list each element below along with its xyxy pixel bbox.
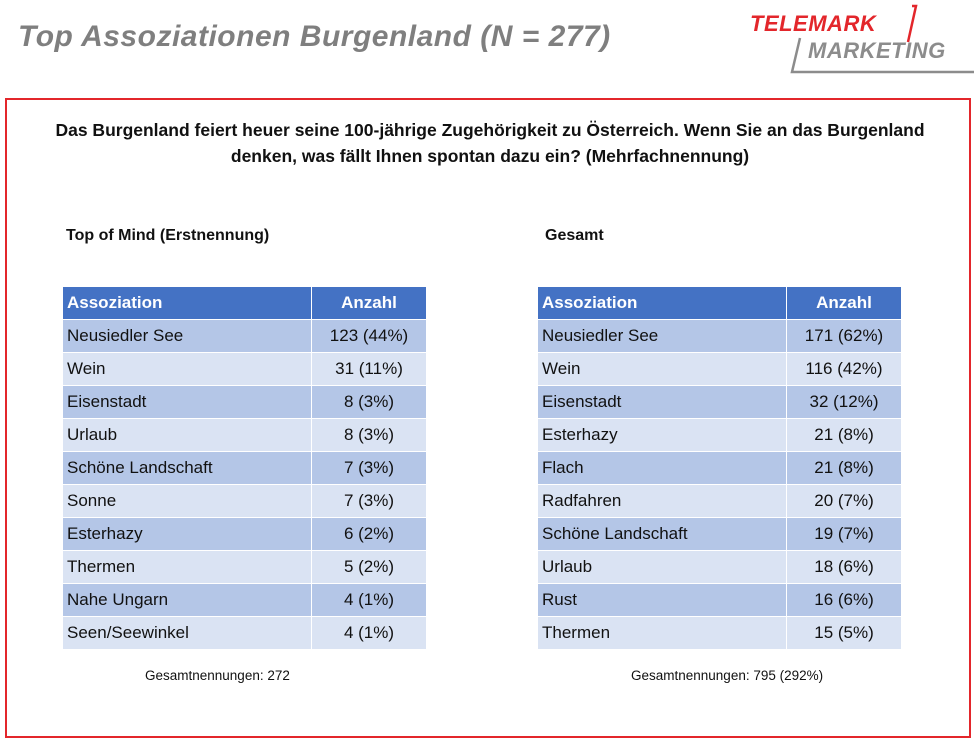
anzahl-cell: 8 (3%) <box>311 385 427 419</box>
anzahl-cell: 21 (8%) <box>786 451 902 485</box>
survey-question: Das Burgenland feiert heuer seine 100-jä… <box>55 120 925 166</box>
table-row: Rust 16 (6%) <box>537 583 902 617</box>
header-assoziation: Assoziation <box>62 286 312 320</box>
table-header-row: Assoziation Anzahl <box>62 286 427 320</box>
assoziation-cell: Seen/Seewinkel <box>62 616 312 650</box>
anzahl-cell: 15 (5%) <box>786 616 902 650</box>
anzahl-cell: 31 (11%) <box>311 352 427 386</box>
anzahl-cell: 6 (2%) <box>311 517 427 551</box>
assoziation-cell: Schöne Landschaft <box>62 451 312 485</box>
table-header-row: Assoziation Anzahl <box>537 286 902 320</box>
logo-text-marketing: MARKETING <box>808 38 946 63</box>
assoziation-cell: Wein <box>62 352 312 386</box>
assoziation-cell: Neusiedler See <box>537 319 787 353</box>
table-row: Schöne Landschaft 19 (7%) <box>537 517 902 551</box>
assoziation-cell: Thermen <box>537 616 787 650</box>
table-row: Thermen 15 (5%) <box>537 616 902 650</box>
gesamt-table: Assoziation Anzahl Neusiedler See 171 (62… <box>537 286 902 650</box>
left-section-label: Top of Mind (Erstnennung) <box>66 227 270 244</box>
assoziation-cell: Sonne <box>62 484 312 518</box>
table-row: Radfahren 20 (7%) <box>537 484 902 518</box>
anzahl-cell: 123 (44%) <box>311 319 427 353</box>
table-row: Wein 31 (11%) <box>62 352 427 386</box>
table-row: Nahe Ungarn 4 (1%) <box>62 583 427 617</box>
anzahl-cell: 171 (62%) <box>786 319 902 353</box>
header-anzahl: Anzahl <box>311 286 427 320</box>
header-anzahl: Anzahl <box>786 286 902 320</box>
table-row: Flach 21 (8%) <box>537 451 902 485</box>
assoziation-cell: Urlaub <box>62 418 312 452</box>
table-row: Esterhazy 6 (2%) <box>62 517 427 551</box>
assoziation-cell: Eisenstadt <box>62 385 312 419</box>
assoziation-cell: Nahe Ungarn <box>62 583 312 617</box>
anzahl-cell: 7 (3%) <box>311 484 427 518</box>
assoziation-cell: Flach <box>537 451 787 485</box>
table-row: Neusiedler See 171 (62%) <box>537 319 902 353</box>
assoziation-cell: Thermen <box>62 550 312 584</box>
anzahl-cell: 16 (6%) <box>786 583 902 617</box>
table-row: Seen/Seewinkel 4 (1%) <box>62 616 427 650</box>
assoziation-cell: Neusiedler See <box>62 319 312 353</box>
header-assoziation: Assoziation <box>537 286 787 320</box>
assoziation-cell: Esterhazy <box>62 517 312 551</box>
anzahl-cell: 7 (3%) <box>311 451 427 485</box>
anzahl-cell: 116 (42%) <box>786 352 902 386</box>
table-row: Urlaub 18 (6%) <box>537 550 902 584</box>
assoziation-cell: Esterhazy <box>537 418 787 452</box>
assoziation-cell: Eisenstadt <box>537 385 787 419</box>
top-of-mind-table: Assoziation Anzahl Neusiedler See 123 (44… <box>62 286 427 650</box>
table-row: Sonne 7 (3%) <box>62 484 427 518</box>
anzahl-cell: 32 (12%) <box>786 385 902 419</box>
assoziation-cell: Radfahren <box>537 484 787 518</box>
assoziation-cell: Urlaub <box>537 550 787 584</box>
anzahl-cell: 5 (2%) <box>311 550 427 584</box>
assoziation-cell: Wein <box>537 352 787 386</box>
table-row: Schöne Landschaft 7 (3%) <box>62 451 427 485</box>
assoziation-cell: Schöne Landschaft <box>537 517 787 551</box>
telemark-marketing-logo: TELEMARK MARKETING <box>742 4 976 76</box>
anzahl-cell: 20 (7%) <box>786 484 902 518</box>
table-row: Eisenstadt 32 (12%) <box>537 385 902 419</box>
anzahl-cell: 21 (8%) <box>786 418 902 452</box>
logo-text-telemark: TELEMARK <box>750 11 877 36</box>
logo-frame-icon <box>790 4 974 74</box>
table-row: Urlaub 8 (3%) <box>62 418 427 452</box>
table-row: Neusiedler See 123 (44%) <box>62 319 427 353</box>
table-row: Thermen 5 (2%) <box>62 550 427 584</box>
content-frame <box>5 98 971 738</box>
anzahl-cell: 4 (1%) <box>311 583 427 617</box>
table-row: Esterhazy 21 (8%) <box>537 418 902 452</box>
assoziation-cell: Rust <box>537 583 787 617</box>
anzahl-cell: 8 (3%) <box>311 418 427 452</box>
table-row: Eisenstadt 8 (3%) <box>62 385 427 419</box>
anzahl-cell: 18 (6%) <box>786 550 902 584</box>
right-section-label: Gesamt <box>545 227 604 244</box>
left-total: Gesamtnennungen: 272 <box>145 668 290 683</box>
right-total: Gesamtnennungen: 795 (292%) <box>631 668 824 683</box>
slide-title: Top Assoziationen Burgenland (N = 277) <box>18 20 611 53</box>
anzahl-cell: 4 (1%) <box>311 616 427 650</box>
anzahl-cell: 19 (7%) <box>786 517 902 551</box>
table-row: Wein 116 (42%) <box>537 352 902 386</box>
